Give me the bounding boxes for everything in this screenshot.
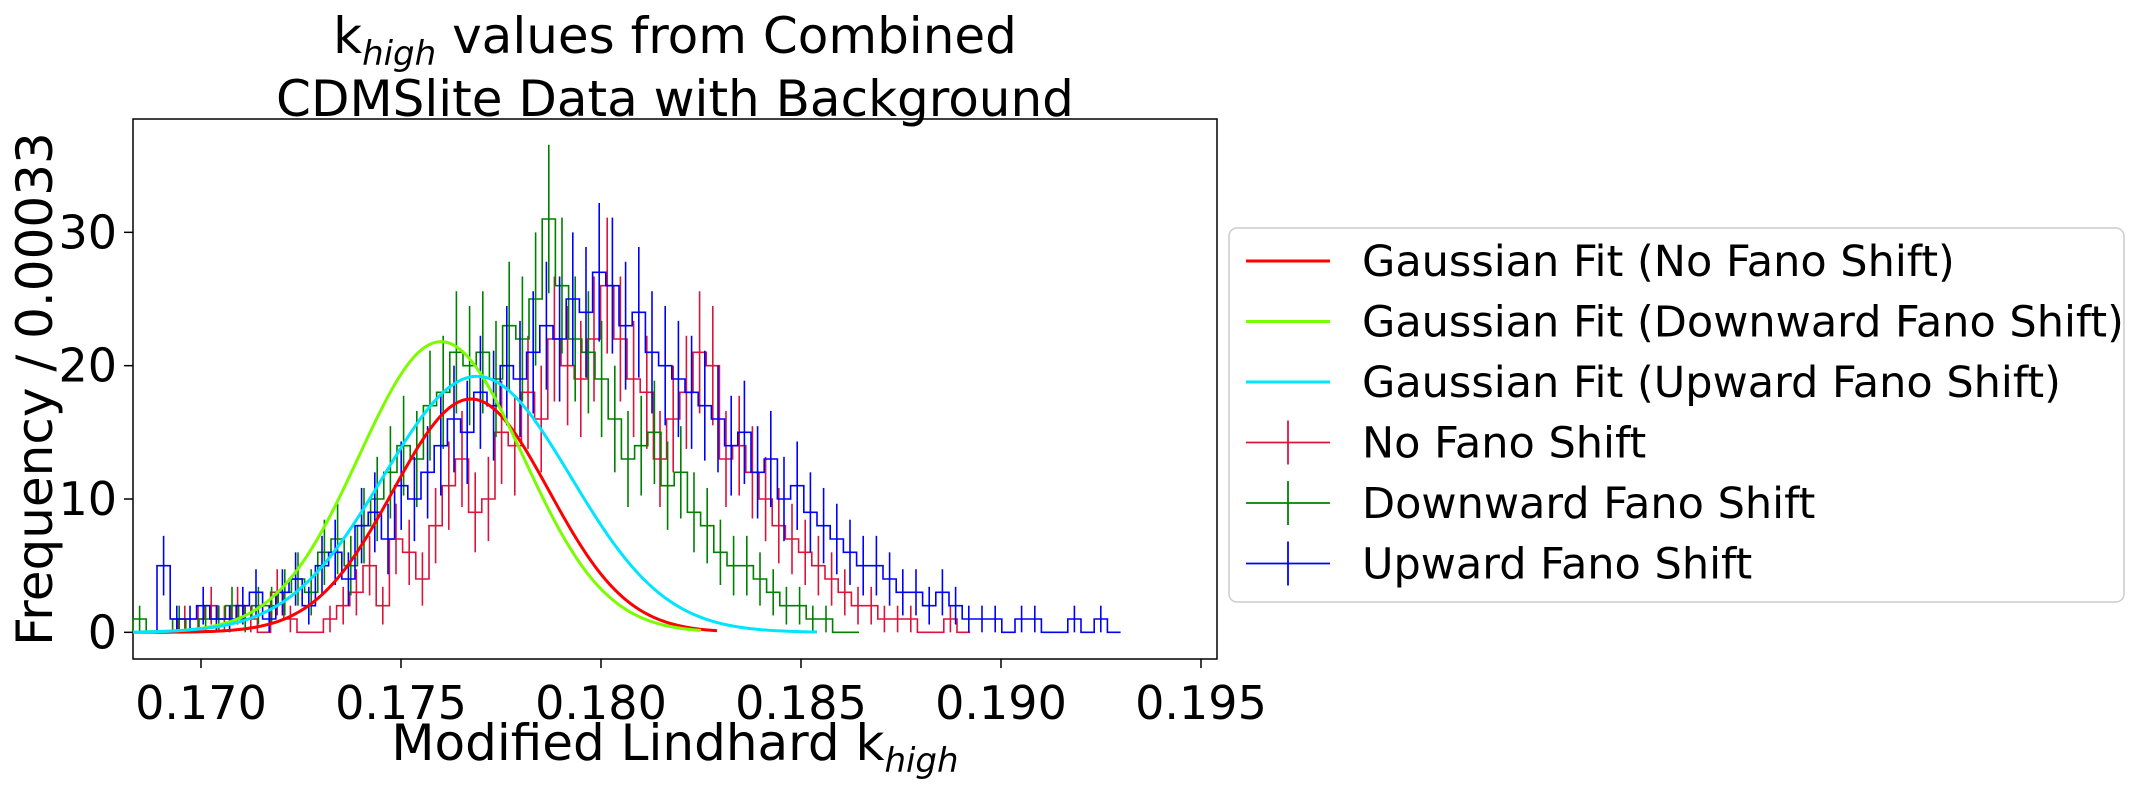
legend-entry: No Fano Shift <box>1246 419 1646 469</box>
legend-entry: Gaussian Fit (No Fano Shift) <box>1246 237 1955 287</box>
series-downward-fano-shift <box>132 144 859 634</box>
title-k: k <box>333 7 362 65</box>
x-axis-label-subscript: high <box>884 741 958 781</box>
legend-box <box>1228 227 2125 603</box>
histogram-step <box>165 284 971 634</box>
x-tick-label: 0.195 <box>1135 676 1267 730</box>
data-layer <box>132 144 1121 634</box>
x-axis-label-main: Modified Lindhard k <box>391 714 884 772</box>
legend-entry: Upward Fano Shift <box>1246 540 1752 590</box>
legend: Gaussian Fit (No Fano Shift) Gaussian Fit… <box>1228 227 2125 603</box>
y-tick-label: 20 <box>58 339 117 393</box>
y-axis-label: Frequency / 0.00033 <box>6 132 64 646</box>
legend-entry: Gaussian Fit (Downward Fano Shift) <box>1246 298 2124 348</box>
y-tick-label: 30 <box>58 205 117 259</box>
series-no-fano-shift <box>165 217 971 634</box>
x-axis-ticks: 0.170 0.175 0.180 0.185 0.190 0.195 <box>135 659 1267 730</box>
y-tick-label: 0 <box>88 605 117 659</box>
x-tick-label: 0.170 <box>135 676 267 730</box>
x-tick-label: 0.180 <box>535 676 667 730</box>
title-rest: values from Combined <box>436 7 1017 65</box>
legend-label: Gaussian Fit (Upward Fano Shift) <box>1362 358 2061 408</box>
legend-label: Gaussian Fit (No Fano Shift) <box>1362 237 1955 287</box>
y-tick-label: 10 <box>58 472 117 526</box>
fit-curve-gaussian-fit-downward-fano-shift <box>132 340 702 634</box>
x-axis-label: Modified Lindhard khigh <box>391 714 958 781</box>
histogram-step <box>132 218 859 634</box>
histogram-step <box>156 271 1121 634</box>
legend-label: Downward Fano Shift <box>1362 479 1815 529</box>
legend-label: Gaussian Fit (Downward Fano Shift) <box>1362 298 2124 348</box>
x-tick-label: 0.175 <box>335 676 467 730</box>
fit-curve-gaussian-fit-upward-fano-shift <box>132 374 818 634</box>
y-axis-ticks: 0 10 20 30 <box>58 205 133 659</box>
series-upward-fano-shift <box>156 203 1121 634</box>
x-tick-label: 0.190 <box>935 676 1067 730</box>
legend-entry: Gaussian Fit (Upward Fano Shift) <box>1246 358 2061 408</box>
legend-entry: Downward Fano Shift <box>1246 479 1815 529</box>
x-tick-label: 0.185 <box>735 676 867 730</box>
legend-label: No Fano Shift <box>1362 419 1646 469</box>
chart-title: khigh values from Combined CDMSlite Data… <box>276 7 1074 128</box>
fit-curve-gaussian-fit-no-fano-shift <box>133 397 718 634</box>
plot-area <box>132 118 1218 660</box>
title-subscript: high <box>362 34 436 74</box>
legend-label: Upward Fano Shift <box>1362 540 1752 590</box>
title-line-1: khigh values from Combined <box>333 7 1017 74</box>
